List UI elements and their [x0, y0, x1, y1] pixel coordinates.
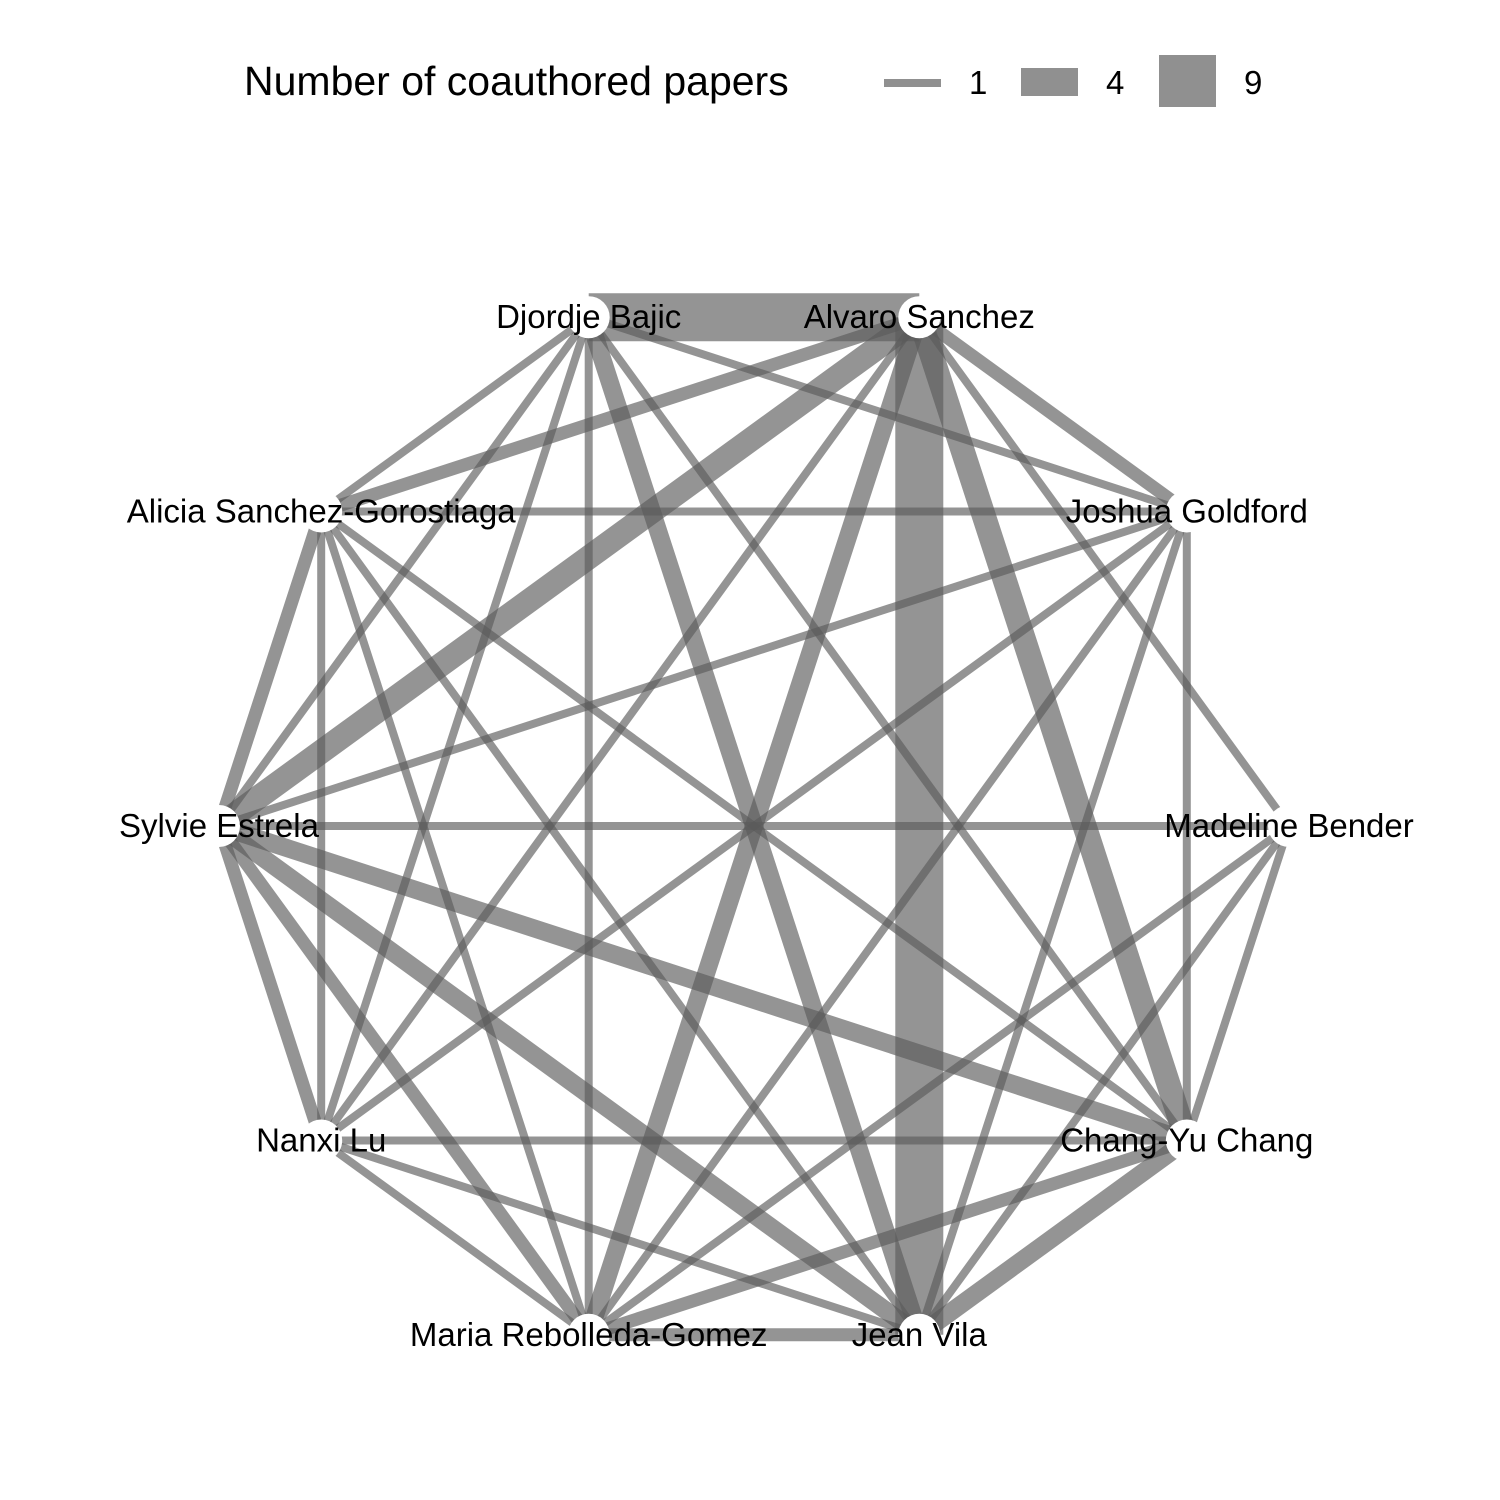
node-sylvie — [198, 805, 240, 847]
node-label-alvaro: Alvaro Sanchez — [804, 298, 1035, 335]
node-label-maria: Maria Rebolleda-Gomez — [410, 1316, 768, 1353]
edge-sylvie-nanxi — [212, 823, 328, 1143]
node-maria — [567, 1313, 610, 1356]
edge-djordje-nanxi — [317, 315, 593, 1142]
edge-maria-madeline — [586, 822, 1292, 1339]
node-joshua — [1165, 490, 1208, 533]
edge-maria-nanxi — [318, 1137, 592, 1339]
nodes — [198, 296, 1310, 1356]
edge-djordje-joshua — [587, 313, 1189, 516]
legend-key-4 — [1021, 68, 1078, 96]
legend-key-1 — [884, 79, 941, 87]
legend-label-9: 9 — [1244, 64, 1263, 101]
node-label-jean: Jean Vila — [852, 1316, 988, 1353]
node-jean — [898, 1313, 941, 1356]
edge-maria-alicia — [317, 510, 593, 1337]
node-madeline — [1268, 805, 1310, 847]
node-label-joshua: Joshua Goldford — [1066, 493, 1308, 530]
node-alicia — [300, 490, 343, 533]
edge-sylvie-joshua — [217, 507, 1189, 830]
edge-alvaro-sylvie — [211, 307, 927, 836]
edge-sylvie-alicia — [212, 509, 328, 829]
legend-label-4: 4 — [1106, 64, 1125, 101]
legend-label-1: 1 — [969, 64, 988, 101]
node-label-sylvie: Sylvie Estrela — [119, 807, 320, 844]
legend-title: Number of coauthored papers — [244, 58, 789, 104]
node-label-djordje: Djordje Bajic — [496, 298, 681, 335]
node-djordje — [567, 296, 610, 339]
edge-nanxi-joshua — [318, 508, 1190, 1144]
edge-jean-joshua — [915, 510, 1191, 1337]
edge-djordje-alicia — [318, 313, 592, 515]
node-nanxi — [300, 1119, 343, 1162]
node-label-madeline: Madeline Bender — [1164, 807, 1414, 844]
node-changyu — [1165, 1119, 1208, 1162]
edge-alvaro-joshua — [915, 311, 1191, 517]
node-label-changyu: Chang-Yu Chang — [1060, 1122, 1313, 1159]
legend-key-9 — [1159, 55, 1216, 107]
edge-changyu-jean — [914, 1133, 1193, 1343]
node-labels: Alvaro Sanchez Joshua Goldford Madeline Be… — [119, 298, 1414, 1353]
edge-jean-madeline — [916, 823, 1293, 1338]
node-label-nanxi: Nanxi Lu — [256, 1122, 386, 1159]
edge-sylvie-changyu — [216, 817, 1190, 1150]
edge-changyu-madeline — [1182, 824, 1293, 1142]
edge-alvaro-changyu — [907, 313, 1199, 1145]
edge-maria-joshua — [585, 509, 1191, 1338]
legend: Number of coauthored papers 1 4 9 — [0, 48, 1500, 118]
edge-sylvie-jean — [213, 818, 925, 1343]
node-label-alicia: Alicia Sanchez-Gorostiaga — [127, 493, 517, 530]
edge-changyu-maria — [586, 1134, 1189, 1341]
edge-nanxi-jean — [319, 1136, 921, 1339]
edges — [211, 293, 1293, 1343]
node-alvaro — [898, 296, 941, 339]
